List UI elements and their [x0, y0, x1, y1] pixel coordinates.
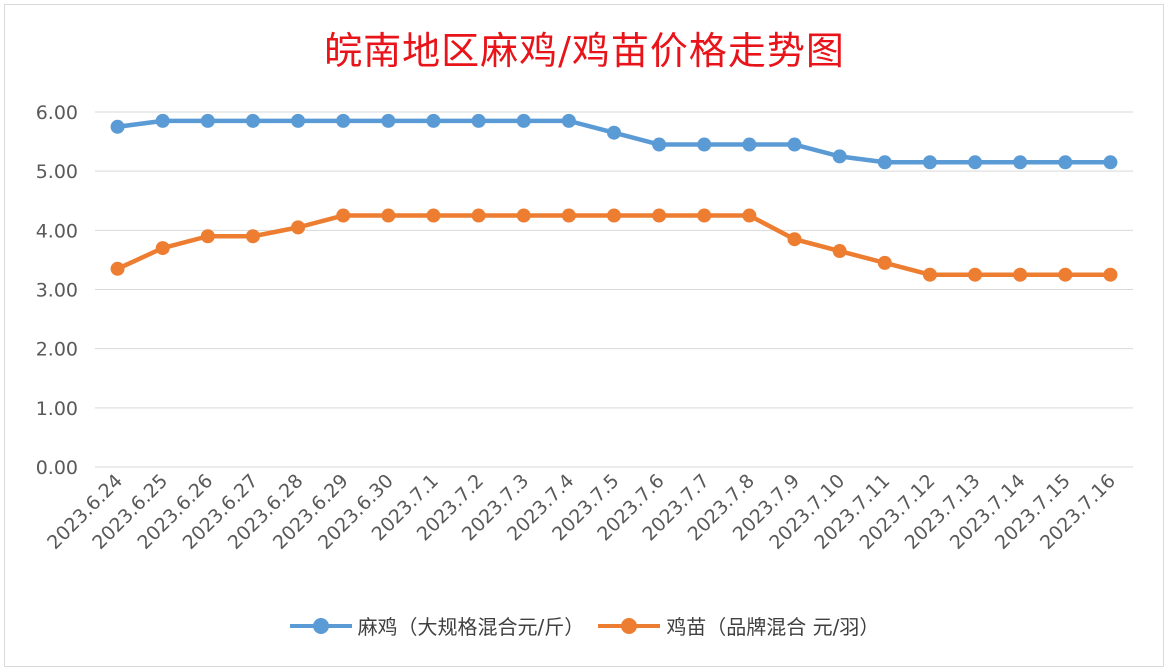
- chart-title: 皖南地区麻鸡/鸡苗价格走势图: [324, 29, 845, 73]
- data-point-1-1[interactable]: [155, 241, 170, 256]
- legend-swatch-series-0: [289, 616, 352, 636]
- data-point-0-14[interactable]: [742, 137, 757, 152]
- data-point-1-3[interactable]: [245, 229, 260, 244]
- data-point-1-8[interactable]: [471, 208, 486, 223]
- y-tick-label-0: 0.00: [36, 457, 78, 479]
- x-tick-labels: 2023.6.242023.6.252023.6.262023.6.272023…: [43, 470, 1120, 554]
- legend-item-series-0[interactable]: 麻鸡（大规格混合元/斤）: [289, 611, 585, 640]
- data-point-1-20[interactable]: [1013, 267, 1028, 282]
- data-point-1-12[interactable]: [652, 208, 667, 223]
- data-point-1-2[interactable]: [200, 229, 215, 244]
- data-point-0-2[interactable]: [200, 113, 215, 128]
- data-point-1-19[interactable]: [968, 267, 983, 282]
- data-point-0-9[interactable]: [516, 113, 531, 128]
- data-point-1-14[interactable]: [742, 208, 757, 223]
- data-point-1-6[interactable]: [381, 208, 396, 223]
- series-0: [110, 113, 1118, 170]
- data-point-0-17[interactable]: [877, 155, 892, 170]
- series-group: [110, 113, 1118, 282]
- data-point-1-11[interactable]: [607, 208, 621, 223]
- grid-lines: [95, 111, 1133, 468]
- data-point-0-20[interactable]: [1013, 155, 1028, 170]
- data-point-0-19[interactable]: [968, 155, 983, 170]
- data-point-0-12[interactable]: [652, 137, 667, 152]
- data-point-0-5[interactable]: [336, 113, 351, 128]
- data-point-1-16[interactable]: [832, 244, 847, 259]
- y-tick-labels: 0.00 1.00 2.00 3.00 4.00 5.00 6.00: [36, 102, 78, 479]
- data-point-0-0[interactable]: [110, 119, 125, 134]
- data-point-1-15[interactable]: [787, 232, 802, 247]
- data-point-1-7[interactable]: [426, 208, 441, 223]
- data-point-0-15[interactable]: [787, 137, 802, 152]
- data-point-0-10[interactable]: [561, 113, 576, 128]
- y-tick-label-1: 1.00: [36, 398, 78, 420]
- data-point-0-6[interactable]: [381, 113, 396, 128]
- data-point-1-18[interactable]: [922, 267, 937, 282]
- data-point-0-1[interactable]: [155, 113, 170, 128]
- data-point-0-18[interactable]: [922, 155, 937, 170]
- data-point-1-17[interactable]: [877, 255, 892, 270]
- data-point-0-8[interactable]: [471, 113, 486, 128]
- y-tick-label-4: 4.00: [36, 220, 78, 242]
- chart-frame: [4, 4, 1164, 667]
- data-point-0-22[interactable]: [1103, 155, 1118, 170]
- series-line-1: [115, 213, 1113, 277]
- data-point-0-11[interactable]: [607, 125, 621, 140]
- legend-item-series-1[interactable]: 鸡苗（品牌混合 元/羽）: [598, 611, 879, 640]
- legend: 麻鸡（大规格混合元/斤） 鸡苗（品牌混合 元/羽）: [0, 611, 1169, 640]
- data-point-1-9[interactable]: [516, 208, 531, 223]
- legend-swatch-series-1: [598, 616, 661, 636]
- data-point-1-22[interactable]: [1103, 267, 1118, 282]
- legend-label-series-0: 麻鸡（大规格混合元/斤）: [357, 615, 585, 639]
- data-point-1-21[interactable]: [1058, 267, 1073, 282]
- data-point-0-4[interactable]: [291, 113, 306, 128]
- data-point-0-3[interactable]: [245, 113, 260, 128]
- y-tick-label-5: 5.00: [36, 161, 78, 183]
- data-point-1-0[interactable]: [110, 261, 125, 276]
- y-tick-label-6: 6.00: [36, 102, 78, 124]
- y-tick-label-3: 3.00: [36, 280, 78, 302]
- data-point-0-21[interactable]: [1058, 155, 1073, 170]
- data-point-1-10[interactable]: [561, 208, 576, 223]
- data-point-1-4[interactable]: [291, 220, 306, 235]
- data-point-0-7[interactable]: [426, 113, 441, 128]
- legend-label-series-1: 鸡苗（品牌混合 元/羽）: [666, 615, 880, 639]
- y-tick-label-2: 2.00: [36, 339, 78, 361]
- data-point-0-16[interactable]: [832, 149, 847, 164]
- data-point-1-13[interactable]: [697, 208, 712, 223]
- data-point-0-13[interactable]: [697, 137, 712, 152]
- data-point-1-5[interactable]: [336, 208, 351, 223]
- series-1: [110, 208, 1118, 282]
